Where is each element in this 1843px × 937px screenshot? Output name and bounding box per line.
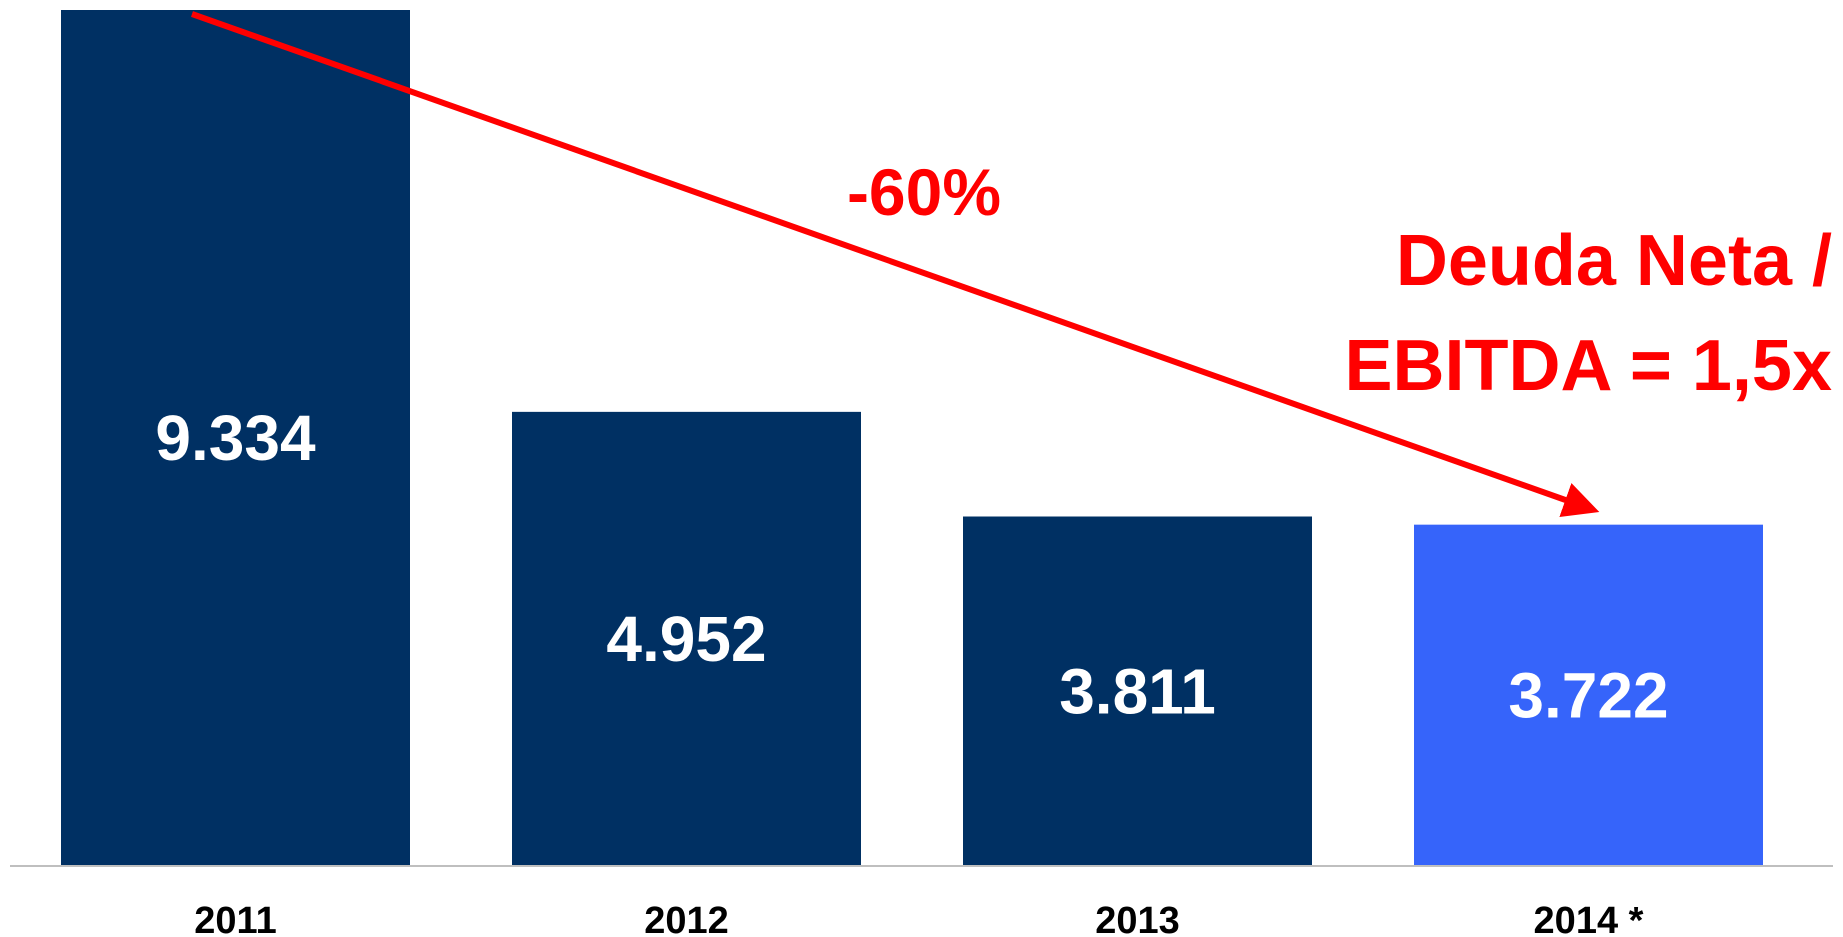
bars-layer: 9.334 4.952 3.811 3.722	[61, 10, 1763, 866]
bar-value-label: 3.811	[1059, 655, 1216, 727]
x-tick-label: 2011	[194, 900, 276, 937]
x-tick-label: 2014 *	[1534, 900, 1644, 937]
bar-2012	[512, 411, 861, 866]
x-tick-label: 2013	[1095, 900, 1180, 937]
x-tick-labels: 2011 2012 2013 2014 *	[194, 900, 1643, 937]
ratio-annotation-line2: EBITDA = 1,5x	[1344, 326, 1832, 406]
bar-value-label: 9.334	[155, 402, 316, 474]
bar-value-label: 3.722	[1508, 659, 1668, 731]
bar-2014	[1414, 524, 1763, 866]
trend-arrow	[190, 11, 1600, 517]
bar-value-label: 4.952	[606, 603, 766, 675]
ratio-annotation-line1: Deuda Neta /	[1396, 221, 1832, 301]
bar-2013	[963, 516, 1312, 866]
change-annotation: -60%	[847, 155, 1001, 229]
bar-2011	[61, 10, 410, 866]
x-tick-label: 2012	[644, 900, 729, 937]
